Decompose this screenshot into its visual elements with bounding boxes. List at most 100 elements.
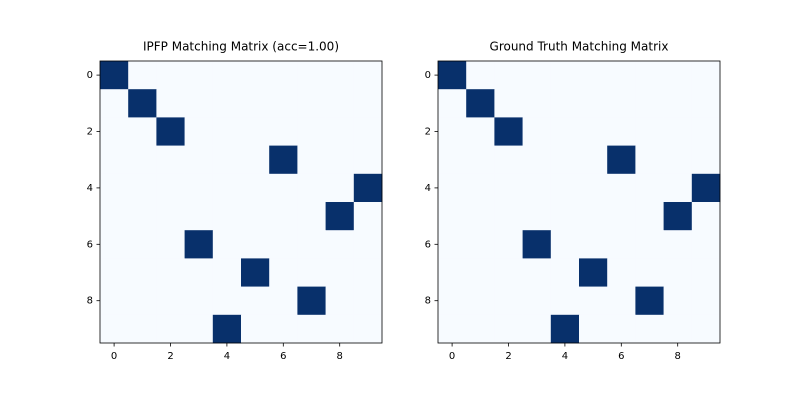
heatmap-cell [325, 173, 355, 203]
heatmap-cell [466, 173, 495, 203]
heatmap-cell [438, 117, 467, 146]
heatmap-cell [325, 230, 355, 259]
heatmap-cell [128, 173, 157, 203]
heatmap-cell [663, 89, 693, 118]
heatmap-cell [297, 286, 326, 316]
heatmap-cell [438, 145, 467, 175]
heatmap-cell [466, 286, 495, 316]
y-tick-label: 8 [425, 296, 431, 307]
heatmap-cell [635, 145, 664, 175]
heatmap-cell [579, 286, 608, 316]
heatmap-cell [550, 314, 580, 344]
x-tick-label: 8 [675, 351, 681, 362]
heatmap-cell [212, 314, 242, 344]
heatmap-cell [241, 145, 270, 175]
heatmap-cell [579, 230, 608, 259]
x-tick-label: 2 [505, 351, 511, 362]
heatmap-cell [522, 314, 552, 344]
chart-title: Ground Truth Matching Matrix [490, 40, 669, 54]
heatmap-cell [663, 258, 693, 287]
y-tick-label: 4 [87, 183, 93, 194]
heatmap-cell [466, 314, 495, 344]
heatmap-cell [635, 230, 664, 259]
heatmap-cell [438, 173, 467, 203]
heatmap-cell [128, 89, 157, 118]
heatmap-cell [100, 89, 129, 118]
heatmap-cell [184, 286, 214, 316]
heatmap-cell [550, 61, 580, 90]
heatmap-cell [522, 258, 552, 287]
heatmap-cell [100, 202, 129, 231]
heatmap-cell [607, 202, 636, 231]
heatmap-cell [269, 258, 298, 287]
heatmap-cell [522, 117, 552, 146]
heatmap-cell [269, 89, 298, 118]
heatmap-cell [579, 258, 608, 287]
heatmap-cell [269, 117, 298, 146]
heatmap-cell [663, 61, 693, 90]
x-tick-label: 8 [337, 351, 343, 362]
heatmap-cell [128, 258, 157, 287]
heatmap-cell [663, 145, 693, 175]
heatmap-cell [184, 230, 214, 259]
heatmap-cell [663, 314, 693, 344]
x-tick-label: 0 [449, 351, 455, 362]
heatmap-cell [579, 314, 608, 344]
heatmap-cell [494, 173, 523, 203]
heatmap-cell [466, 145, 495, 175]
heatmap-cell [663, 117, 693, 146]
x-tick-label: 6 [618, 351, 624, 362]
heatmap-cell [353, 173, 383, 203]
heatmap-cell [241, 89, 270, 118]
x-tick-label: 0 [111, 351, 117, 362]
heatmap-cell [550, 286, 580, 316]
heatmap-cell [212, 230, 242, 259]
heatmap-cell [438, 286, 467, 316]
heatmap-cell [550, 230, 580, 259]
heatmap-cell [522, 230, 552, 259]
heatmap-cell [212, 286, 242, 316]
heatmap-cell [466, 202, 495, 231]
x-tick-label: 2 [167, 351, 173, 362]
heatmap-cell [663, 173, 693, 203]
heatmap-cell [550, 258, 580, 287]
heatmap-cell [691, 202, 721, 231]
heatmap-cell [635, 286, 664, 316]
heatmap-cell [466, 258, 495, 287]
heatmap-cell [212, 173, 242, 203]
heatmap-cell [184, 145, 214, 175]
heatmap-cell [635, 173, 664, 203]
heatmap-cell [550, 89, 580, 118]
heatmap-cell [325, 145, 355, 175]
heatmap-cell [269, 286, 298, 316]
heatmap-cell [297, 202, 326, 231]
heatmap-cell [691, 230, 721, 259]
heatmap-cell [184, 173, 214, 203]
heatmap-cell [212, 145, 242, 175]
axes-frame [437, 60, 721, 344]
heatmap-cell [212, 258, 242, 287]
y-tick-label: 2 [425, 127, 431, 138]
heatmap-cell [269, 145, 298, 175]
heatmap-cell [494, 258, 523, 287]
heatmap-cell [663, 202, 693, 231]
heatmap-cell [241, 61, 270, 90]
heatmap-cell [691, 286, 721, 316]
heatmap-cell [353, 61, 383, 90]
heatmap-cell [607, 61, 636, 90]
heatmap-cell [635, 202, 664, 231]
heatmap-cell [128, 202, 157, 231]
heatmap-cell [241, 286, 270, 316]
heatmap-cell [269, 230, 298, 259]
heatmap-cell [353, 145, 383, 175]
x-tick-label: 6 [280, 351, 286, 362]
heatmap-cell [156, 314, 185, 344]
x-tick-label: 4 [562, 351, 568, 362]
heatmap-cell [607, 314, 636, 344]
heatmap-cell [297, 230, 326, 259]
heatmap-cell [325, 202, 355, 231]
heatmap-cell [494, 314, 523, 344]
heatmap-cell [691, 258, 721, 287]
heatmap-cell [438, 202, 467, 231]
heatmap-cell [438, 61, 467, 90]
